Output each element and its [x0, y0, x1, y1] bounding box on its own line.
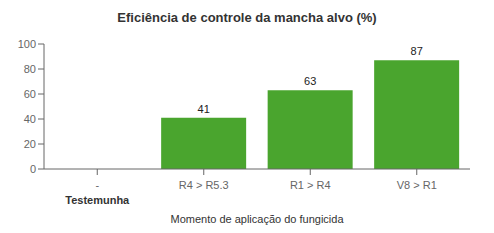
- svg-text:63: 63: [304, 75, 316, 87]
- svg-text:V8 > R1: V8 > R1: [397, 179, 437, 191]
- svg-text:60: 60: [24, 88, 36, 100]
- svg-text:87: 87: [411, 45, 423, 57]
- svg-text:80: 80: [24, 63, 36, 75]
- svg-text:R1 > R4: R1 > R4: [290, 179, 331, 191]
- svg-text:100: 100: [18, 38, 36, 50]
- svg-text:0: 0: [30, 163, 36, 175]
- svg-text:41: 41: [198, 103, 210, 115]
- svg-text:40: 40: [24, 113, 36, 125]
- svg-text:Momento de aplicação do fungic: Momento de aplicação do fungicida: [170, 213, 344, 225]
- svg-text:Testemunha: Testemunha: [65, 194, 130, 206]
- svg-text:-: -: [95, 179, 99, 191]
- svg-text:20: 20: [24, 138, 36, 150]
- html-text:Eficiência de controle da manc: Eficiência de controle da mancha alvo (%…: [117, 10, 377, 25]
- svg-text:R4 > R5.3: R4 > R5.3: [179, 179, 229, 191]
